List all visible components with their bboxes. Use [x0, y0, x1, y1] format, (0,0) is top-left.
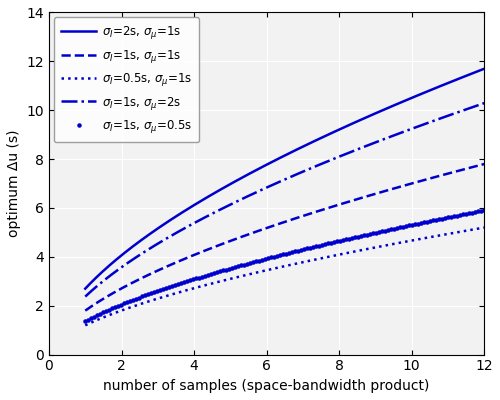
X-axis label: number of samples (space-bandwidth product): number of samples (space-bandwidth produ… — [104, 379, 430, 393]
Legend: $\sigma_I$=2s, $\sigma_\mu$=1s, $\sigma_I$=1s, $\sigma_\mu$=1s, $\sigma_I$=0.5s,: $\sigma_I$=2s, $\sigma_\mu$=1s, $\sigma_… — [54, 17, 200, 142]
Y-axis label: optimum Δu (s): optimum Δu (s) — [7, 130, 21, 237]
